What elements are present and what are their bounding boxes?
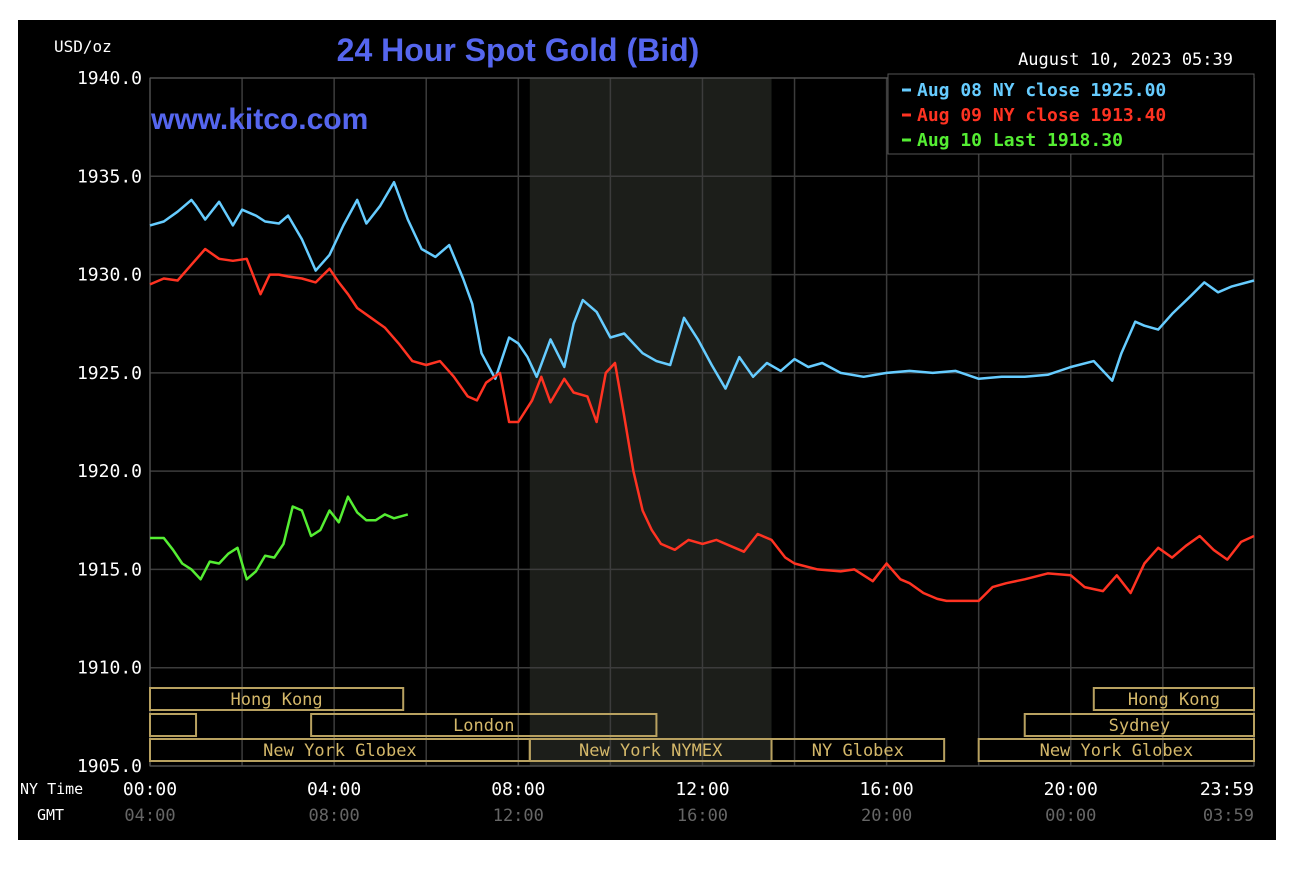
legend-entry: Aug 08 NY close 1925.00	[917, 80, 1166, 101]
y-tick-label: 1935.0	[77, 166, 142, 187]
legend-entry: Aug 10 Last 1918.30	[917, 130, 1123, 151]
series-line-3	[150, 495, 409, 581]
session-box	[977, 738, 1255, 762]
session-box	[310, 713, 658, 737]
session-label: Hong Kong	[231, 690, 323, 710]
session-box	[149, 687, 405, 711]
legend-box	[887, 73, 1255, 155]
x-tick-label-gmt: 08:00	[309, 806, 360, 826]
session-box	[149, 713, 198, 737]
y-tick-label: 1905.0	[77, 756, 142, 777]
watermark: www.kitco.com	[150, 103, 368, 136]
y-tick-label: 1930.0	[77, 265, 142, 286]
series-line-1	[149, 180, 1255, 390]
ny-time-label: NY Time	[20, 780, 83, 798]
y-tick-label: 1940.0	[77, 68, 142, 89]
x-tick-label-ny: 04:00	[307, 779, 361, 800]
series-line-2	[149, 247, 1255, 603]
legend-entry: Aug 09 NY close 1913.40	[917, 105, 1166, 126]
chart-title: 24 Hour Spot Gold (Bid)	[337, 32, 700, 68]
x-tick-label-gmt: 00:00	[1045, 806, 1096, 826]
x-tick-label-gmt: 12:00	[493, 806, 544, 826]
x-tick-label-ny: 23:59	[1200, 779, 1254, 800]
session-label: New York NYMEX	[579, 741, 723, 761]
session-label: New York Globex	[1040, 741, 1194, 761]
y-tick-label: 1915.0	[77, 559, 142, 580]
x-tick-label-ny: 16:00	[860, 779, 914, 800]
session-box	[1092, 687, 1256, 711]
x-tick-label-gmt: 03:59	[1203, 806, 1254, 826]
timestamp: August 10, 2023 05:39	[1018, 50, 1233, 70]
x-tick-label-gmt: 04:00	[124, 806, 175, 826]
x-tick-label-ny: 00:00	[123, 779, 177, 800]
gmt-label: GMT	[37, 806, 64, 824]
gold-price-chart: Hong Kong Hong Kong London Sydney New York G…	[20, 32, 1256, 826]
session-label: Sydney	[1109, 716, 1170, 736]
x-tick-label-ny: 20:00	[1044, 779, 1098, 800]
session-box	[1023, 713, 1255, 737]
session-box	[770, 738, 946, 762]
y-tick-label: 1920.0	[77, 461, 142, 482]
unit-label: USD/oz	[54, 37, 112, 56]
legend: Aug 08 NY close 1925.00 Aug 09 NY close 1…	[887, 73, 1255, 155]
nymex-session-shade	[529, 78, 772, 766]
y-tick-label: 1925.0	[77, 363, 142, 384]
session-label: London	[453, 716, 514, 736]
y-tick-label: 1910.0	[77, 658, 142, 679]
x-tick-label-ny: 08:00	[491, 779, 545, 800]
session-label: New York Globex	[263, 741, 417, 761]
session-label: NY Globex	[812, 741, 904, 761]
session-label: Hong Kong	[1128, 690, 1220, 710]
x-tick-label-ny: 12:00	[675, 779, 729, 800]
plot-frame	[149, 77, 1255, 767]
x-tick-label-gmt: 16:00	[677, 806, 728, 826]
x-tick-label-gmt: 20:00	[861, 806, 912, 826]
chart-panel: Hong Kong Hong Kong London Sydney New York G…	[18, 20, 1276, 840]
